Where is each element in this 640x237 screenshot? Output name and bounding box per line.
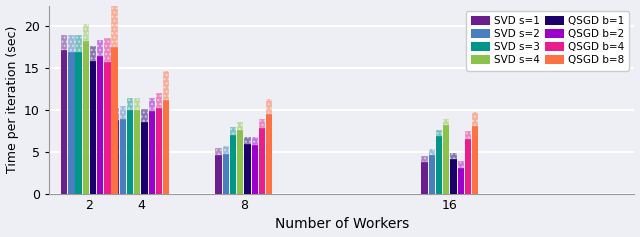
Bar <box>244 137 251 144</box>
Bar <box>76 35 82 52</box>
Bar <box>61 50 67 194</box>
Bar <box>163 100 170 194</box>
Bar <box>429 149 435 155</box>
Bar <box>472 112 478 126</box>
Bar <box>436 130 442 136</box>
Bar <box>259 128 265 194</box>
Bar <box>259 119 265 128</box>
Bar <box>134 98 140 110</box>
Bar <box>83 24 89 41</box>
Bar <box>111 5 118 47</box>
Bar <box>443 119 449 124</box>
Bar <box>465 131 471 139</box>
Bar <box>422 156 428 162</box>
Y-axis label: Time per iteration (sec): Time per iteration (sec) <box>6 26 19 173</box>
Bar <box>76 52 82 194</box>
Bar <box>134 110 140 194</box>
Bar <box>451 159 457 194</box>
Bar <box>429 155 435 194</box>
Bar <box>230 127 236 135</box>
Bar <box>141 109 148 122</box>
Bar <box>237 130 243 194</box>
Bar <box>97 40 104 56</box>
Bar <box>472 126 478 194</box>
Bar <box>252 145 258 194</box>
Bar <box>127 110 133 194</box>
Bar <box>113 120 119 194</box>
Bar <box>148 98 155 111</box>
Bar <box>61 35 67 50</box>
Bar <box>244 144 251 194</box>
Bar <box>68 35 74 52</box>
Bar <box>141 122 148 194</box>
Bar <box>111 47 118 194</box>
Bar <box>127 98 133 110</box>
Bar <box>68 52 74 194</box>
Bar <box>163 71 170 100</box>
Bar <box>237 122 243 130</box>
Bar <box>465 139 471 194</box>
Bar <box>458 168 464 194</box>
Bar <box>230 135 236 194</box>
Bar <box>252 137 258 145</box>
Bar <box>156 93 162 108</box>
Bar <box>156 108 162 194</box>
Bar <box>104 38 111 62</box>
Bar <box>223 154 229 194</box>
X-axis label: Number of Workers: Number of Workers <box>275 217 409 232</box>
Bar <box>436 136 442 194</box>
Bar <box>443 124 449 194</box>
Bar <box>458 161 464 168</box>
Bar <box>120 106 126 119</box>
Bar <box>216 148 222 155</box>
Bar <box>90 46 96 61</box>
Bar <box>113 108 119 120</box>
Bar <box>120 119 126 194</box>
Bar <box>97 56 104 194</box>
Bar <box>266 114 272 194</box>
Bar <box>451 153 457 159</box>
Bar <box>83 41 89 194</box>
Bar <box>266 99 272 114</box>
Bar <box>90 61 96 194</box>
Bar <box>148 111 155 194</box>
Bar <box>104 62 111 194</box>
Legend: SVD s=1, SVD s=2, SVD s=3, SVD s=4, QSGD b=1, QSGD b=2, QSGD b=4, QSGD b=8: SVD s=1, SVD s=2, SVD s=3, SVD s=4, QSGD… <box>466 11 629 71</box>
Bar <box>422 162 428 194</box>
Bar <box>223 146 229 154</box>
Bar <box>216 155 222 194</box>
